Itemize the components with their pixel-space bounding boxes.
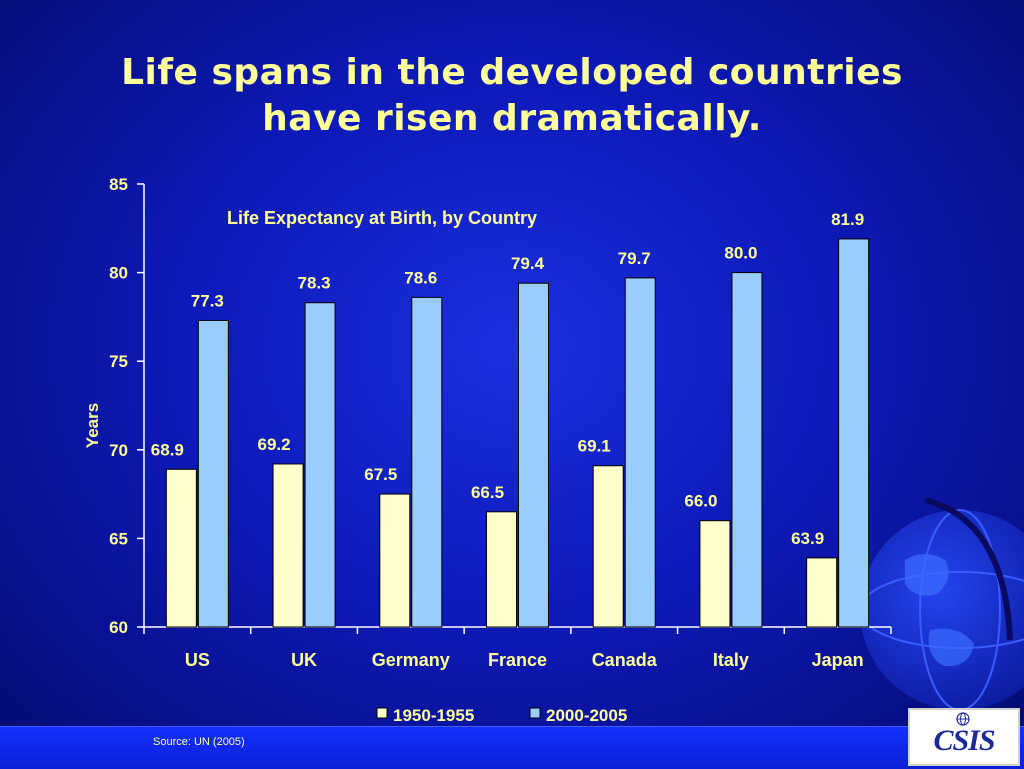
data-label: 66.5	[471, 483, 504, 502]
y-tick-label: 80	[109, 264, 128, 283]
y-tick-label: 85	[109, 175, 128, 194]
slide-title-line-2: have risen dramatically.	[262, 98, 762, 139]
data-label: 80.0	[724, 244, 757, 263]
data-label: 77.3	[191, 291, 224, 310]
x-tick-label: Canada	[592, 650, 658, 670]
y-axis-label: Years	[83, 403, 102, 448]
bar-france-2000-2005	[518, 282, 549, 628]
bar-germany-2000-2005	[411, 296, 443, 628]
bar-canada-1950-1955	[592, 465, 624, 628]
data-label: 79.7	[618, 249, 651, 268]
y-tick-label: 60	[109, 618, 128, 637]
bar-us-1950-1955	[165, 468, 197, 628]
legend-label: 1950-1955	[393, 706, 474, 725]
data-label: 66.0	[684, 492, 717, 511]
slide-title-line-1: Life spans in the developed countries	[121, 52, 903, 93]
y-tick-label: 75	[109, 352, 128, 371]
legend-swatch	[376, 707, 388, 719]
plot-area: 60 65 70 75 80 85 Years Life Expectancy at Birt…	[83, 175, 892, 725]
data-label: 69.2	[258, 435, 291, 454]
globe-icon	[956, 712, 970, 726]
globe-decoration	[859, 497, 1024, 711]
bar-japan-1950-1955	[806, 557, 838, 628]
x-tick-label: France	[488, 650, 547, 670]
bar-france-1950-1955	[486, 511, 517, 628]
bar-uk-2000-2005	[304, 302, 336, 628]
footer-bar	[0, 726, 1024, 769]
data-label: 81.9	[831, 210, 864, 229]
data-label: 78.6	[404, 268, 437, 287]
y-tick-label: 65	[109, 529, 128, 548]
x-tick-label: Italy	[713, 650, 749, 670]
bar-italy-1950-1955	[699, 520, 731, 628]
logo-text: CSIS	[933, 724, 995, 757]
chart-title: Life Expectancy at Birth, by Country	[227, 208, 537, 228]
bar-us-2000-2005	[197, 319, 229, 628]
data-label: 63.9	[791, 529, 824, 548]
legend-swatch	[529, 707, 541, 719]
data-label: 78.3	[298, 274, 331, 293]
data-label: 69.1	[578, 437, 611, 456]
x-tick-label: UK	[291, 650, 317, 670]
x-tick-label: Germany	[372, 650, 450, 670]
x-tick-label: Japan	[812, 650, 864, 670]
y-tick-label: 70	[109, 441, 128, 460]
legend-label: 2000-2005	[546, 706, 627, 725]
bar-italy-2000-2005	[731, 272, 763, 628]
bar-japan-2000-2005	[838, 238, 870, 628]
data-label: 68.9	[151, 440, 184, 459]
slide-title: Life spans in the developed countries ha…	[0, 50, 1024, 142]
bar-germany-1950-1955	[379, 493, 411, 628]
bar-canada-2000-2005	[624, 277, 656, 628]
data-label: 67.5	[364, 465, 397, 484]
x-tick-label: US	[185, 650, 210, 670]
bar-uk-1950-1955	[272, 463, 304, 628]
source-note: Source: UN (2005)	[153, 736, 245, 748]
csis-logo: CSIS	[908, 708, 1020, 766]
data-label: 79.4	[511, 254, 545, 273]
